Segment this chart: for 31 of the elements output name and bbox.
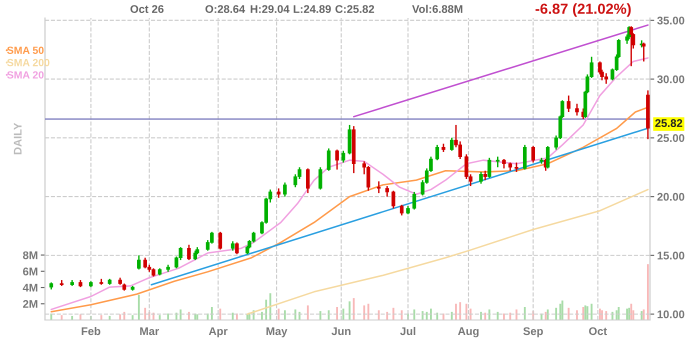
annotation: 25.82	[655, 119, 682, 128]
text: -6.87 (21.02%)	[536, 3, 631, 17]
text: H:29.04	[250, 5, 290, 13]
y-tick-label: 35.00	[657, 16, 684, 24]
y-tick-label: 10.00	[658, 310, 684, 318]
legend-label: SMA 200	[7, 58, 50, 66]
text: O:28.64	[205, 5, 246, 13]
y-tick-label: 20.00	[657, 192, 684, 201]
y-tick-label: 30.00	[657, 75, 684, 84]
text: C:25.82	[335, 5, 374, 13]
x-tick-label: May	[266, 327, 288, 338]
y2-axis-title: DAILY	[14, 122, 22, 154]
text: L:24.89	[294, 5, 331, 13]
x-tick-label: Feb	[82, 326, 100, 336]
x-tick-label: Apr	[208, 327, 228, 338]
x-tick-label: Sep	[523, 327, 543, 338]
x-tick-label: Aug	[458, 327, 479, 338]
x-tick-label: Oct	[589, 327, 607, 336]
x-tick-label: Jun	[332, 327, 350, 336]
x-tick-label: Mar	[140, 327, 160, 336]
legend-label: SMA 20	[7, 71, 44, 79]
y-tick-label: 25.00	[657, 134, 684, 142]
legend-label: SMA 50	[7, 46, 44, 54]
y2-tick-label: 6M	[23, 268, 38, 276]
y-tick-label: 15.00	[658, 252, 684, 260]
y2-tick-label: 8M	[22, 251, 38, 260]
x-tick-label: Jul	[400, 326, 416, 336]
y2-tick-label: 4M	[22, 284, 38, 292]
text: Vol:6.88M	[412, 4, 462, 13]
y2-tick-label: 2M	[23, 300, 38, 308]
text: Oct 26	[130, 5, 164, 13]
